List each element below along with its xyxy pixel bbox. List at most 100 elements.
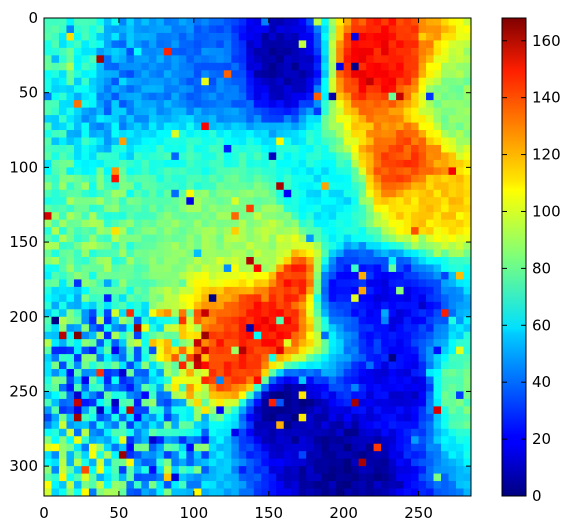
heatmap-cell [261, 376, 270, 385]
heatmap-cell [141, 70, 150, 79]
heatmap-cell [193, 204, 202, 213]
heatmap-cell [388, 346, 397, 355]
heatmap-cell [96, 85, 105, 94]
heatmap-cell [253, 40, 262, 49]
heatmap-cell [328, 55, 337, 64]
heatmap-cell [186, 316, 195, 325]
heatmap-cell [51, 369, 60, 378]
heatmap-cell [456, 40, 465, 49]
heatmap-cell [313, 219, 322, 228]
heatmap-cell [208, 361, 217, 370]
heatmap-cell [88, 234, 98, 243]
heatmap-cell [88, 212, 98, 221]
colorbar-tick-label: 120 [532, 146, 561, 164]
heatmap-cell [66, 421, 75, 430]
heatmap-cell [388, 197, 397, 206]
heatmap-cell [328, 473, 337, 482]
heatmap-cell [58, 361, 68, 370]
heatmap-cell [178, 18, 187, 27]
heatmap-cell [178, 428, 187, 437]
heatmap-cell [51, 316, 60, 325]
heatmap-cell [238, 376, 247, 385]
heatmap-cell [403, 481, 412, 490]
heatmap-cell [66, 257, 75, 266]
heatmap-cell [171, 383, 180, 393]
heatmap-cell [411, 92, 420, 101]
heatmap-cell [231, 197, 240, 206]
heatmap-cell [231, 346, 240, 355]
heatmap-cell [343, 167, 352, 176]
heatmap-cell [163, 189, 172, 198]
heatmap-cell [223, 488, 232, 496]
heatmap-cell [111, 354, 120, 363]
heatmap-cell [328, 286, 337, 295]
heatmap-cell [66, 85, 75, 94]
heatmap-cell [163, 436, 172, 445]
heatmap-cell [463, 421, 471, 430]
heatmap-cell [88, 115, 98, 124]
heatmap-cell [178, 436, 187, 445]
heatmap-cell [448, 234, 457, 243]
heatmap-cell [163, 339, 172, 348]
heatmap-cell [321, 361, 330, 370]
heatmap-cell [441, 406, 450, 415]
heatmap-cell [336, 85, 345, 94]
heatmap-cell [133, 481, 142, 490]
heatmap-cell [418, 406, 427, 415]
heatmap-cell [208, 152, 217, 161]
heatmap-cell [261, 32, 270, 42]
heatmap-cell [223, 257, 232, 266]
heatmap-cell [306, 70, 315, 79]
heatmap-cell [261, 77, 270, 86]
heatmap-cell [193, 47, 202, 56]
heatmap-cell [426, 77, 435, 86]
heatmap-cell [321, 100, 330, 109]
heatmap-cell [426, 62, 435, 71]
heatmap-cell [313, 212, 322, 221]
heatmap-cell [133, 294, 142, 303]
heatmap-cell [283, 428, 292, 437]
heatmap-cell [343, 466, 352, 475]
heatmap-cell [111, 488, 120, 496]
heatmap-cell [336, 383, 345, 393]
heatmap-cell [261, 18, 270, 27]
heatmap-cell [81, 25, 90, 34]
heatmap-cell [81, 115, 90, 124]
heatmap-cell [178, 361, 187, 370]
heatmap-cell [411, 316, 420, 325]
heatmap-cell [103, 413, 113, 422]
heatmap-cell [433, 346, 442, 355]
heatmap-cell [171, 100, 180, 109]
heatmap-cell [448, 361, 457, 370]
heatmap-cell [291, 40, 300, 49]
heatmap-cell [328, 70, 337, 79]
heatmap-cell [313, 18, 322, 27]
heatmap-cell [148, 331, 157, 340]
heatmap-cell [448, 458, 457, 467]
heatmap-cell [366, 309, 375, 318]
heatmap-cell [351, 309, 360, 318]
heatmap-cell [66, 264, 75, 273]
heatmap-cell [291, 32, 300, 42]
heatmap-cell [388, 354, 397, 363]
heatmap-cell [463, 85, 471, 94]
heatmap-cell [463, 466, 471, 475]
heatmap-cell [246, 481, 255, 490]
heatmap-cell [171, 32, 180, 42]
heatmap-cell [246, 301, 255, 310]
heatmap-cell [366, 92, 375, 101]
heatmap-cell [396, 421, 405, 430]
heatmap-cell [456, 361, 465, 370]
heatmap-cell [96, 257, 105, 266]
heatmap-cell [156, 369, 165, 378]
heatmap-cell [313, 376, 322, 385]
heatmap-cell [186, 159, 195, 168]
heatmap-cell [66, 212, 75, 221]
heatmap-cell [103, 406, 113, 415]
heatmap-cell [313, 189, 322, 198]
heatmap-cell [343, 257, 352, 266]
heatmap-cell [291, 152, 300, 161]
heatmap-cell [88, 279, 98, 288]
heatmap-cell [456, 383, 465, 393]
heatmap-cell [208, 18, 217, 27]
